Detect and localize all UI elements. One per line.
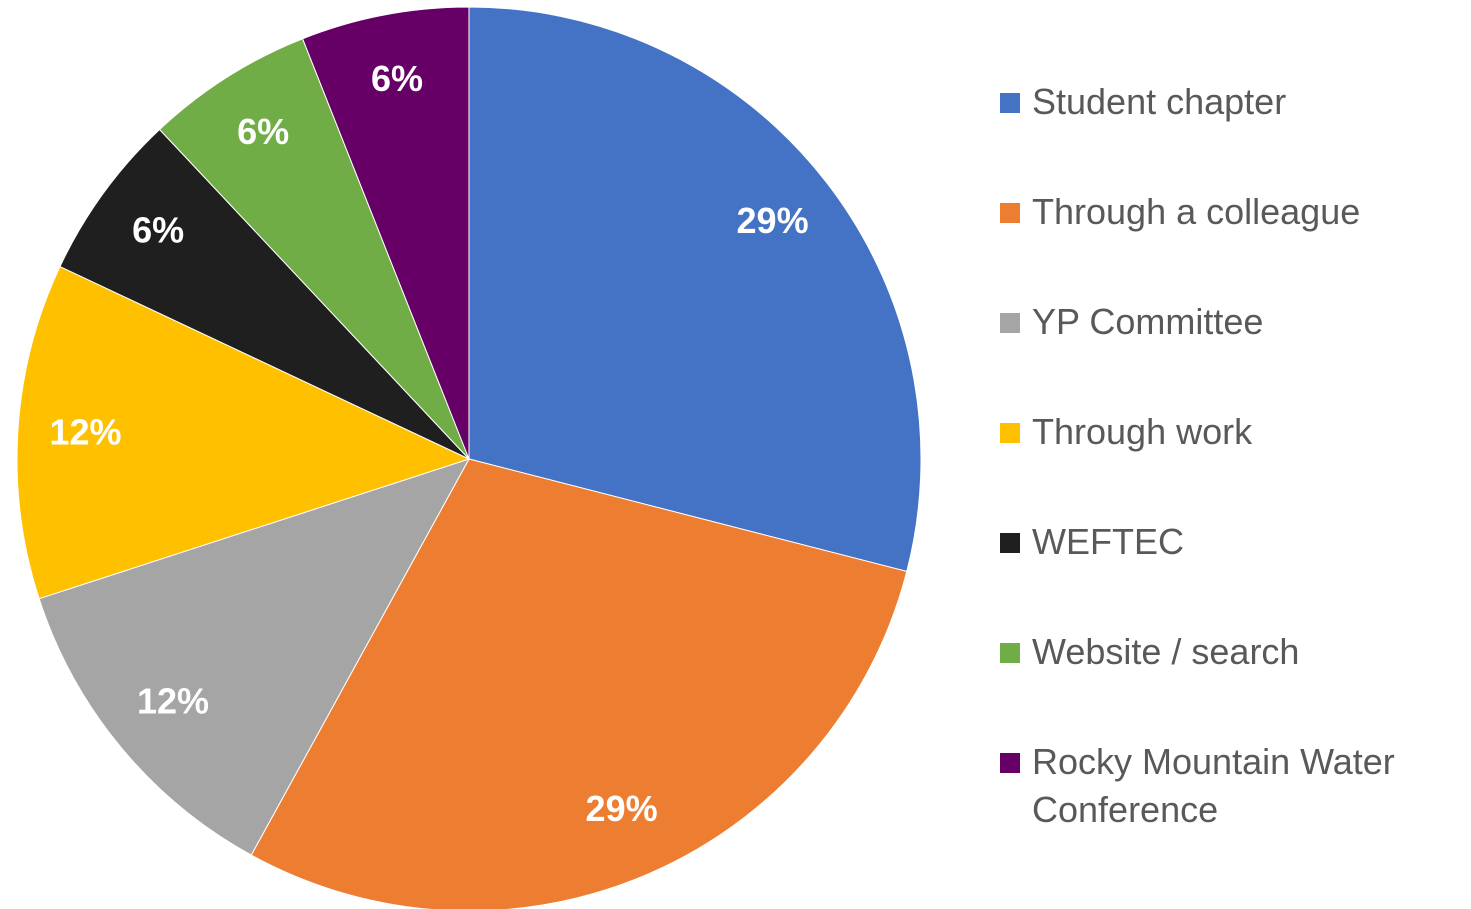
data-label: 6% bbox=[132, 210, 184, 251]
legend-swatch bbox=[1000, 423, 1020, 443]
legend-label: Website / search bbox=[1032, 631, 1300, 672]
legend-label: Student chapter bbox=[1032, 81, 1287, 122]
data-label: 12% bbox=[137, 680, 209, 721]
legend-item: Rocky Mountain Water Conference bbox=[1000, 738, 1471, 848]
pie-slice bbox=[38, 458, 471, 856]
legend-swatch bbox=[1000, 313, 1020, 333]
legend-item: WEFTEC bbox=[1000, 518, 1471, 628]
pie-slice bbox=[16, 265, 471, 600]
legend-label: WEFTEC bbox=[1032, 521, 1184, 562]
pie-slice bbox=[158, 38, 470, 460]
legend-label: Rocky Mountain Water Conference bbox=[1032, 741, 1395, 830]
legend-label: Through work bbox=[1032, 411, 1253, 452]
legend-label: YP Committee bbox=[1032, 301, 1264, 342]
legend: Student chapter Through a colleague YP Com… bbox=[1000, 78, 1471, 848]
pie-slice bbox=[301, 6, 470, 460]
legend-item: Website / search bbox=[1000, 628, 1471, 738]
legend-item: Through a colleague bbox=[1000, 188, 1471, 298]
pie-slice bbox=[250, 458, 908, 909]
legend-item: YP Committee bbox=[1000, 298, 1471, 408]
legend-swatch bbox=[1000, 753, 1020, 773]
legend-item: Student chapter bbox=[1000, 78, 1471, 188]
pie-slice bbox=[468, 6, 922, 573]
chart: 29% 29% 12% 12% 6% 6% 6% bbox=[16, 6, 922, 909]
legend-swatch bbox=[1000, 93, 1020, 113]
data-label: 29% bbox=[737, 200, 809, 241]
legend-item: Through work bbox=[1000, 408, 1471, 518]
legend-label: Through a colleague bbox=[1032, 191, 1361, 232]
legend-swatch bbox=[1000, 203, 1020, 223]
data-label: 12% bbox=[50, 411, 122, 452]
data-label: 6% bbox=[237, 111, 289, 152]
legend-swatch bbox=[1000, 643, 1020, 663]
pie-slice bbox=[59, 128, 470, 460]
data-label: 29% bbox=[586, 788, 658, 829]
data-label: 6% bbox=[371, 58, 423, 99]
legend-swatch bbox=[1000, 533, 1020, 553]
